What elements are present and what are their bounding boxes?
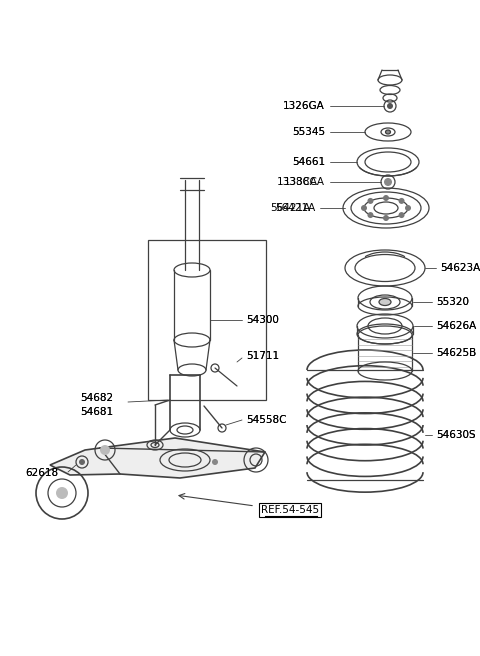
Circle shape [361,205,367,211]
Text: 1338CA: 1338CA [277,177,318,187]
Bar [148,240,266,400]
Text: 54300: 54300 [246,315,279,325]
Text: 55320: 55320 [436,297,469,307]
Circle shape [398,198,405,204]
Text: 54682: 54682 [80,393,113,403]
Text: 54630S: 54630S [436,430,476,440]
Text: 54626A: 54626A [436,321,476,331]
Text: 1326GA: 1326GA [283,101,325,111]
Circle shape [56,487,68,499]
Text: 51711: 51711 [246,351,279,361]
Text: 51711: 51711 [246,351,279,361]
Text: 55320: 55320 [436,297,469,307]
Text: 54630S: 54630S [436,430,476,440]
Text: 54558C: 54558C [246,415,287,425]
Ellipse shape [379,298,391,306]
Text: 54300: 54300 [246,315,279,325]
Text: 56421A: 56421A [275,203,315,213]
Circle shape [398,212,405,218]
Circle shape [79,459,85,465]
Text: 62618: 62618 [25,468,58,478]
Text: 54558C: 54558C [246,415,287,425]
Text: 1338CA: 1338CA [284,177,325,187]
Circle shape [383,215,389,221]
Text: 62618: 62618 [25,468,58,478]
Text: 54682: 54682 [80,393,113,403]
Text: 54625B: 54625B [436,348,476,358]
Circle shape [387,103,393,109]
Circle shape [405,205,411,211]
Text: 1326GA: 1326GA [283,101,325,111]
Text: 54661: 54661 [292,157,325,167]
Text: 55345: 55345 [292,127,325,137]
Text: 54661: 54661 [292,157,325,167]
Polygon shape [50,438,265,478]
Text: 54623A: 54623A [440,263,480,273]
Circle shape [368,198,373,204]
Text: 54623A: 54623A [440,263,480,273]
Text: 54681: 54681 [80,407,113,417]
Circle shape [212,459,218,465]
Text: REF.54-545: REF.54-545 [261,505,319,515]
Text: 54681: 54681 [80,407,113,417]
Text: 54626A: 54626A [436,321,476,331]
Circle shape [368,212,373,218]
Circle shape [384,178,392,186]
Ellipse shape [385,130,391,134]
Text: 56421A: 56421A [270,203,310,213]
Text: 54625B: 54625B [436,348,476,358]
Circle shape [100,445,110,455]
Circle shape [383,195,389,201]
Text: 55345: 55345 [292,127,325,137]
